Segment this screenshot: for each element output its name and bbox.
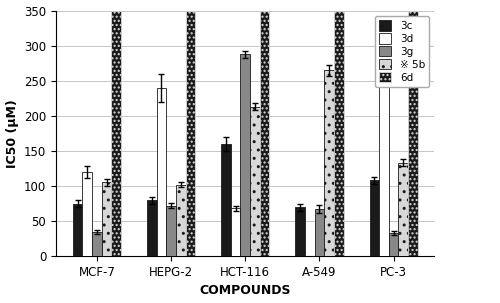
Bar [186, 11, 195, 256]
Bar [221, 144, 231, 256]
Bar [370, 180, 379, 256]
Bar [112, 11, 121, 256]
Bar [260, 11, 270, 256]
Legend: 3c, 3d, 3g, ※ 5b, 6d: 3c, 3d, 3g, ※ 5b, 6d [375, 16, 429, 87]
Bar [324, 70, 334, 256]
Bar [296, 207, 305, 256]
Bar [240, 54, 250, 256]
X-axis label: COMPOUNDS: COMPOUNDS [200, 285, 291, 298]
Bar [408, 11, 418, 256]
Bar [398, 163, 408, 256]
Bar [314, 209, 324, 256]
Bar [379, 44, 389, 256]
Bar [147, 200, 156, 256]
Bar [389, 233, 398, 256]
Bar [73, 204, 83, 256]
Bar [334, 11, 344, 256]
Bar [176, 185, 186, 256]
Y-axis label: IC50 (μM): IC50 (μM) [6, 99, 18, 168]
Bar [82, 172, 92, 256]
Bar [102, 182, 112, 256]
Bar [166, 206, 176, 256]
Bar [156, 88, 166, 256]
Bar [250, 107, 260, 256]
Bar [92, 231, 102, 256]
Bar [231, 208, 240, 256]
